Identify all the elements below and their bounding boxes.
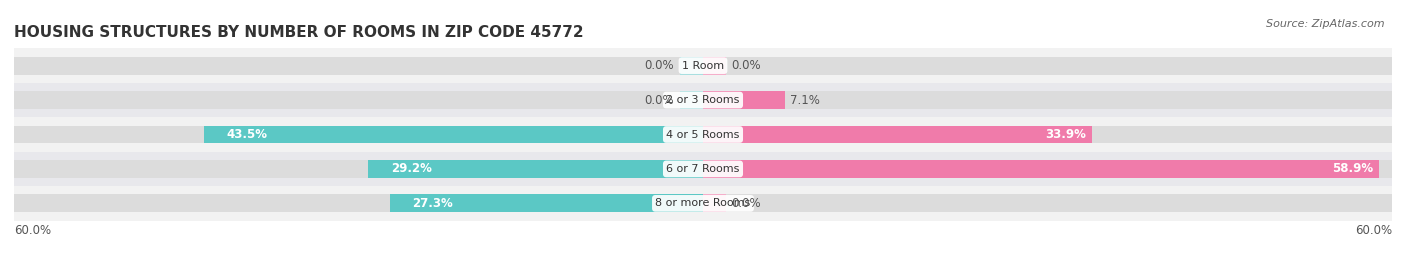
Text: 43.5%: 43.5% [226,128,267,141]
Text: Source: ZipAtlas.com: Source: ZipAtlas.com [1267,19,1385,29]
Text: 7.1%: 7.1% [790,94,820,107]
Text: 0.0%: 0.0% [645,59,675,72]
Text: 4 or 5 Rooms: 4 or 5 Rooms [666,129,740,140]
Text: 6 or 7 Rooms: 6 or 7 Rooms [666,164,740,174]
Bar [703,160,1379,178]
Bar [204,126,703,143]
Bar [703,91,785,109]
Bar [14,160,703,178]
Bar [703,126,1392,143]
Text: 27.3%: 27.3% [412,197,453,210]
Text: 2 or 3 Rooms: 2 or 3 Rooms [666,95,740,105]
Text: HOUSING STRUCTURES BY NUMBER OF ROOMS IN ZIP CODE 45772: HOUSING STRUCTURES BY NUMBER OF ROOMS IN… [14,25,583,40]
Bar [14,152,1392,186]
Bar [14,117,1392,152]
Text: 29.2%: 29.2% [391,162,432,175]
Bar [703,194,725,212]
Bar [703,91,1392,109]
Text: 60.0%: 60.0% [1355,224,1392,237]
Bar [703,126,1092,143]
Bar [703,160,1392,178]
Text: 0.0%: 0.0% [645,94,675,107]
Text: 1 Room: 1 Room [682,61,724,71]
Bar [14,91,703,109]
Bar [703,194,1392,212]
Text: 0.0%: 0.0% [731,197,761,210]
Bar [681,91,703,109]
Bar [14,83,1392,117]
Bar [14,57,703,75]
Text: 8 or more Rooms: 8 or more Rooms [655,198,751,208]
Bar [14,194,703,212]
Text: 0.0%: 0.0% [731,59,761,72]
Bar [14,186,1392,221]
Text: 33.9%: 33.9% [1046,128,1087,141]
Bar [14,48,1392,83]
Text: 58.9%: 58.9% [1333,162,1374,175]
Text: 60.0%: 60.0% [14,224,51,237]
Bar [703,57,1392,75]
Bar [389,194,703,212]
Bar [703,57,725,75]
Bar [14,126,703,143]
Bar [368,160,703,178]
Bar [681,57,703,75]
